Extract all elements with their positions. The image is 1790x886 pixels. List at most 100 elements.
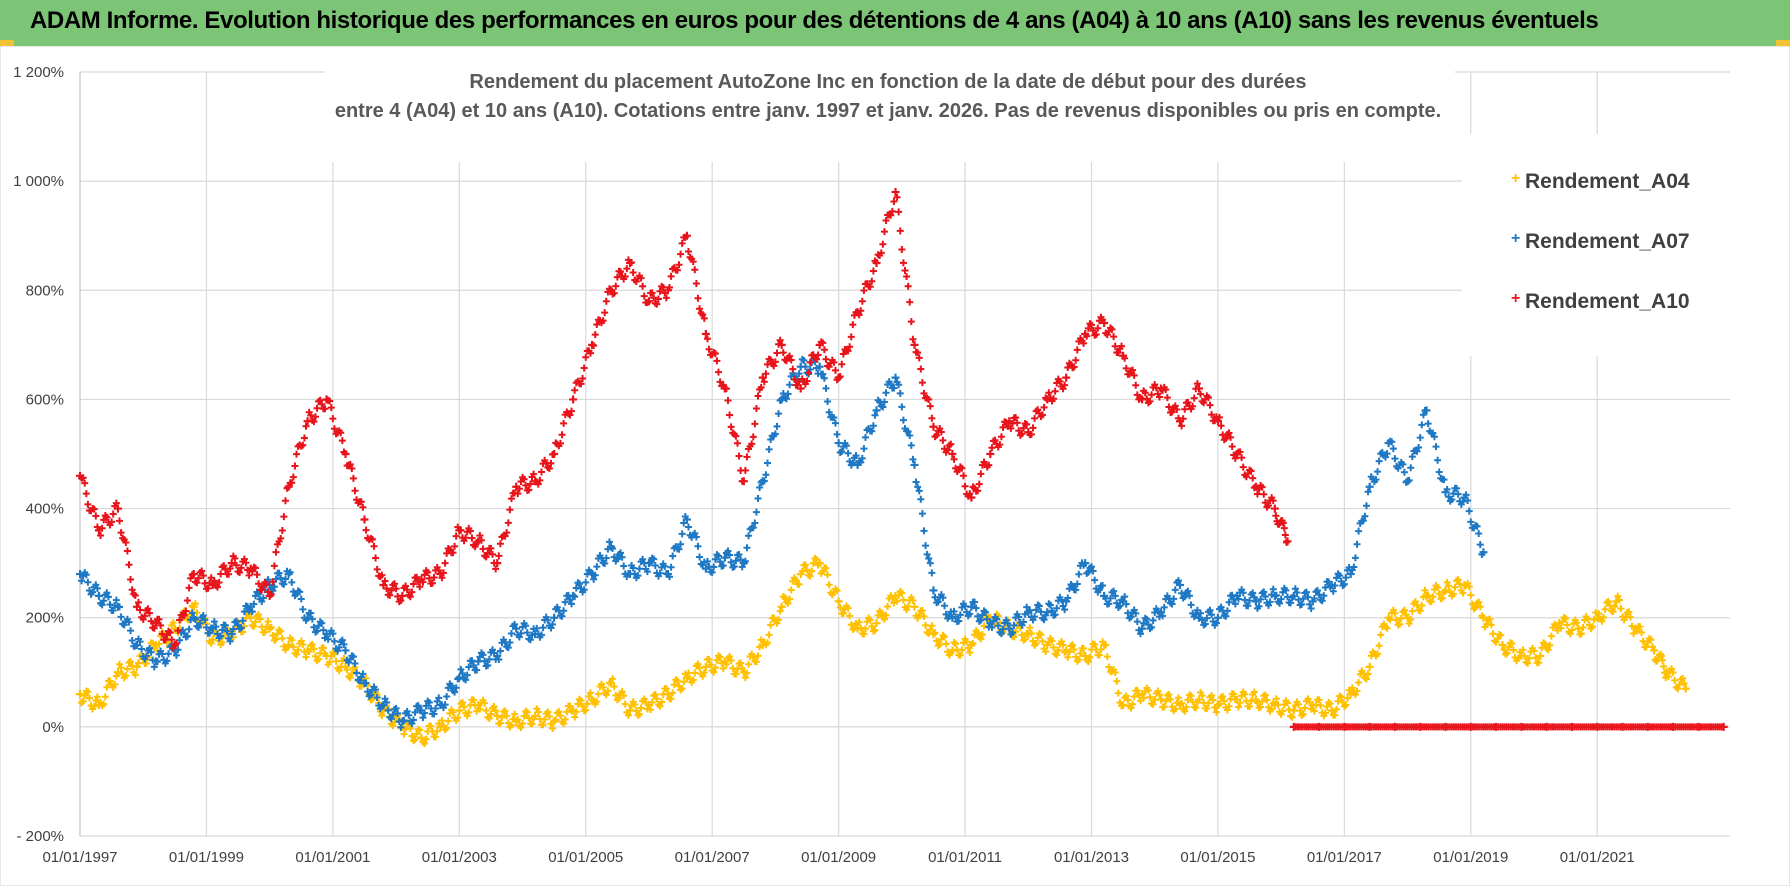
data-point	[405, 711, 413, 719]
data-point	[332, 657, 340, 665]
data-point	[255, 580, 263, 588]
data-point	[536, 476, 544, 484]
legend-marker-a07: +	[1511, 230, 1520, 247]
data-point	[961, 482, 969, 490]
data-point	[1094, 324, 1102, 332]
data-point	[1007, 424, 1015, 432]
data-point	[670, 681, 678, 689]
data-point	[539, 721, 547, 729]
data-point	[1342, 574, 1350, 582]
data-point	[895, 208, 903, 216]
data-point	[1628, 622, 1636, 630]
data-point	[507, 629, 515, 637]
data-point	[1473, 522, 1481, 530]
data-point	[1598, 617, 1606, 625]
data-point	[455, 706, 464, 715]
data-point	[245, 571, 253, 579]
data-point	[1204, 699, 1212, 707]
data-point	[299, 640, 307, 648]
data-point	[1122, 364, 1130, 372]
data-point	[692, 279, 700, 287]
data-point	[155, 640, 163, 648]
data-point	[98, 524, 106, 532]
data-point	[1374, 468, 1382, 476]
data-point	[801, 561, 809, 569]
data-point	[555, 708, 563, 716]
data-point	[547, 624, 555, 632]
data-point	[414, 702, 422, 710]
data-point	[909, 335, 917, 343]
data-point	[903, 273, 911, 281]
data-point	[541, 716, 549, 724]
data-point	[849, 321, 857, 329]
data-point	[207, 624, 215, 632]
data-point	[1045, 389, 1053, 397]
data-point	[833, 430, 841, 438]
data-point	[1407, 615, 1415, 623]
data-point	[1121, 593, 1129, 601]
data-point	[577, 697, 585, 705]
data-point	[329, 415, 337, 423]
data-point	[1065, 648, 1073, 656]
data-point	[128, 586, 136, 594]
data-point	[824, 398, 832, 406]
data-point	[560, 419, 568, 427]
data-point	[199, 572, 207, 580]
data-point	[367, 691, 375, 699]
data-point	[760, 477, 768, 485]
data-point	[1679, 674, 1687, 682]
data-point	[244, 602, 252, 610]
data-point	[386, 591, 394, 599]
data-point	[128, 662, 136, 670]
data-point	[507, 721, 515, 729]
data-point	[223, 627, 231, 635]
data-point	[907, 441, 915, 449]
data-point	[196, 619, 204, 627]
data-point	[397, 597, 405, 605]
data-point	[503, 712, 511, 720]
x-tick-label: 01/01/2017	[1307, 849, 1382, 866]
data-point	[457, 665, 465, 673]
data-point	[146, 609, 154, 617]
data-point	[756, 483, 764, 491]
data-point	[580, 586, 588, 594]
data-point	[1372, 476, 1380, 484]
data-point	[468, 534, 476, 542]
data-point	[751, 420, 759, 428]
data-point	[214, 583, 221, 591]
data-point	[1261, 691, 1269, 699]
data-point	[1413, 447, 1421, 455]
data-point	[506, 638, 514, 646]
data-point	[411, 735, 419, 743]
data-point	[308, 615, 316, 623]
data-point	[934, 598, 942, 606]
data-point	[681, 513, 689, 521]
data-point	[1584, 615, 1592, 623]
data-point	[834, 439, 843, 448]
data-point	[1162, 697, 1170, 705]
data-point	[174, 646, 182, 654]
data-point	[218, 626, 226, 634]
data-point	[1639, 637, 1647, 645]
data-point	[1105, 663, 1113, 671]
data-point	[621, 700, 629, 708]
data-point	[855, 311, 863, 319]
data-point	[84, 578, 92, 586]
data-point	[539, 624, 547, 632]
data-point	[705, 345, 713, 353]
data-point	[1445, 582, 1453, 590]
data-point	[1002, 418, 1010, 426]
data-point	[338, 437, 346, 445]
data-point	[741, 557, 749, 565]
data-point	[1626, 613, 1634, 621]
data-point	[125, 561, 133, 569]
data-point	[1099, 316, 1107, 324]
data-point	[1070, 646, 1078, 654]
data-point	[1251, 597, 1260, 606]
data-point	[329, 630, 337, 638]
data-point	[311, 413, 319, 421]
data-point	[1110, 333, 1118, 341]
data-point	[116, 517, 124, 525]
data-point	[84, 688, 92, 696]
data-point	[1053, 604, 1061, 612]
